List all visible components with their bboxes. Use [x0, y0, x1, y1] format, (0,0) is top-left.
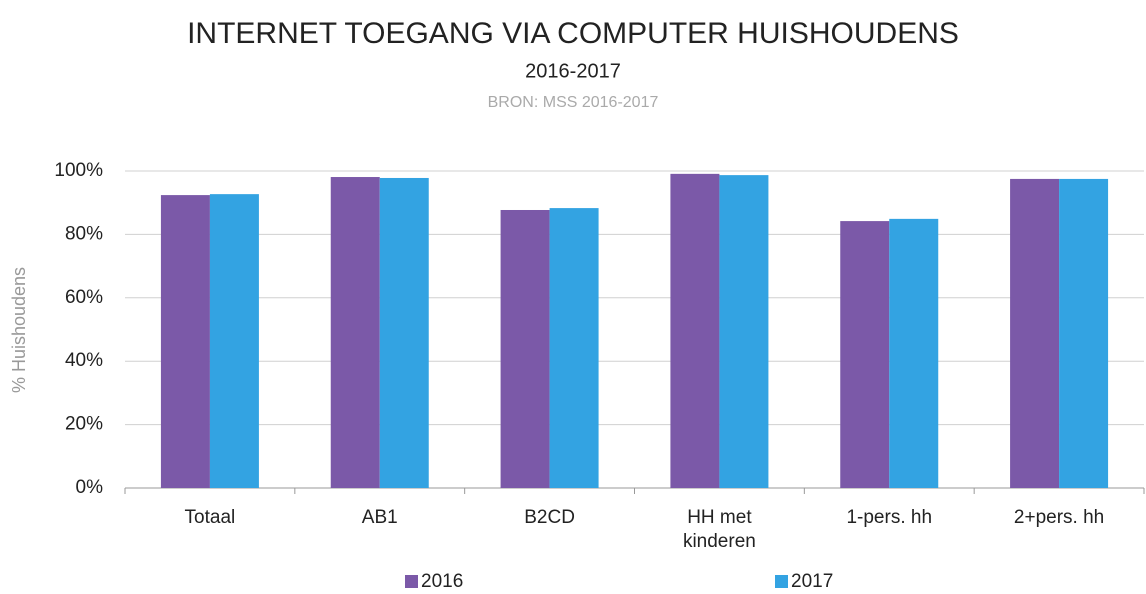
bar: [160, 195, 210, 489]
bar: [209, 194, 259, 489]
bar: [719, 175, 769, 488]
bar: [670, 173, 720, 488]
legend-label: 2016: [421, 571, 463, 592]
legend-label: 2017: [791, 571, 833, 592]
y-tick-label: 100%: [54, 160, 103, 181]
x-tick-label: HH met kinderen: [682, 507, 756, 552]
bar: [500, 209, 550, 488]
x-tick-label: AB1: [361, 507, 398, 528]
bar: [889, 218, 939, 488]
bar: [1059, 178, 1109, 489]
chart-subtitle: 2016-2017: [525, 60, 621, 82]
bar: [840, 221, 890, 488]
legend-swatch: [775, 575, 788, 588]
chart-source: BRON: MSS 2016-2017: [488, 94, 659, 111]
y-tick-label: 20%: [65, 414, 103, 435]
x-tick-label: Totaal: [184, 507, 236, 528]
y-tick-label: 80%: [65, 223, 103, 244]
chart-title: INTERNET TOEGANG VIA COMPUTER HUISHOUDEN…: [187, 17, 959, 50]
y-tick-label: 60%: [65, 287, 103, 308]
bar: [379, 177, 429, 488]
y-axis-label: % Huishoudens: [9, 267, 29, 393]
x-tick-label: 1-pers. hh: [846, 507, 933, 528]
legend-swatch: [405, 575, 418, 588]
bar: [1010, 178, 1060, 489]
x-tick-label: B2CD: [524, 507, 575, 528]
bar: [330, 177, 380, 488]
y-tick-label: 40%: [65, 350, 103, 371]
y-tick-label: 0%: [76, 477, 104, 498]
bar: [549, 208, 599, 489]
x-tick-label: 2+pers. hh: [1013, 507, 1105, 528]
